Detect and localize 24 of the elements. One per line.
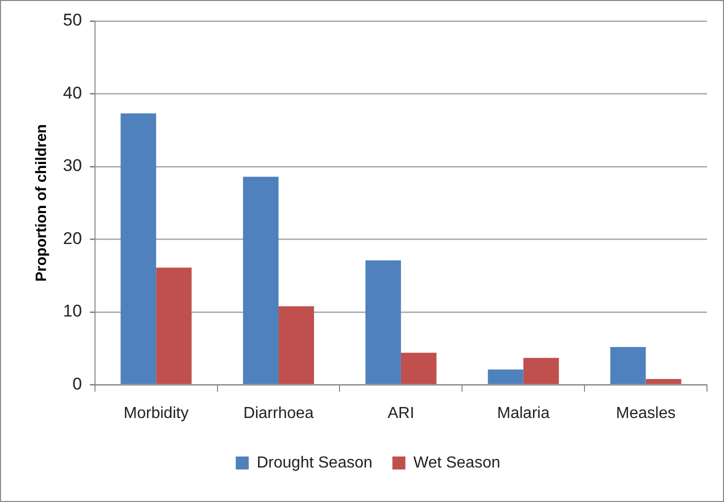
y-tick-label: 0 bbox=[72, 374, 82, 394]
bar bbox=[156, 268, 192, 384]
x-tick-label: Diarrhoea bbox=[243, 404, 314, 422]
y-tick-label: 20 bbox=[62, 228, 82, 248]
y-tick-label: 30 bbox=[62, 156, 82, 176]
x-tick-label: Measles bbox=[616, 404, 676, 422]
x-tick-label: ARI bbox=[388, 404, 414, 422]
bar bbox=[523, 358, 559, 384]
y-tick-label: 40 bbox=[62, 83, 82, 102]
legend-label: Drought Season bbox=[256, 454, 372, 472]
bar bbox=[488, 370, 524, 384]
legend-label: Wet Season bbox=[413, 454, 500, 472]
y-tick-label: 50 bbox=[62, 10, 82, 30]
y-axis-title: Proportion of children bbox=[33, 124, 50, 282]
bar bbox=[120, 113, 156, 384]
bar bbox=[243, 176, 279, 384]
bar bbox=[278, 306, 314, 384]
bar bbox=[610, 346, 646, 384]
x-tick-label: Morbidity bbox=[124, 404, 189, 422]
bar bbox=[400, 352, 436, 384]
bar bbox=[365, 260, 401, 384]
x-tick-label: Malaria bbox=[497, 404, 550, 422]
bar bbox=[646, 378, 682, 384]
y-tick-label: 10 bbox=[62, 302, 82, 321]
